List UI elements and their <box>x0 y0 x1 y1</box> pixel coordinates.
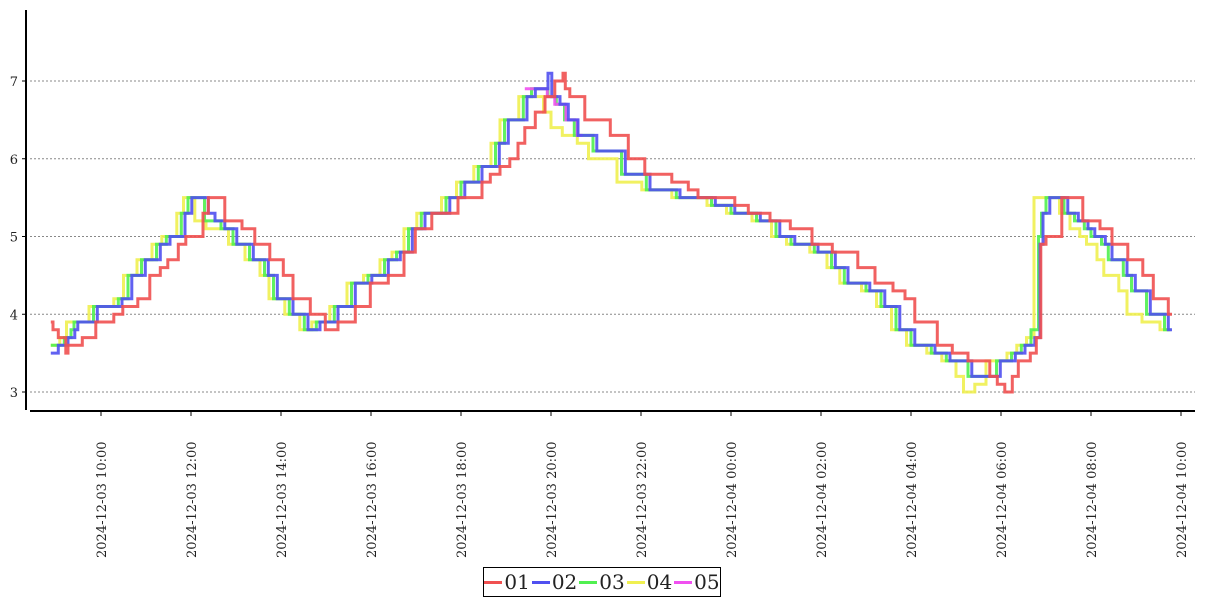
x-tick-label: 2024-12-03 14:00 <box>275 441 290 558</box>
x-axis-ticks: 2024-12-03 10:00 2024-12-03 12:00 2024-12-… <box>95 411 1190 558</box>
x-tick-label: 2024-12-03 20:00 <box>545 441 560 558</box>
x-tick-label: 2024-12-04 06:00 <box>995 441 1010 558</box>
y-tick-label: 7 <box>10 75 18 90</box>
x-tick-label: 2024-12-04 02:00 <box>815 441 830 558</box>
legend-swatch <box>531 580 550 584</box>
legend: 01 02 03 04 05 <box>483 567 721 597</box>
legend-swatch <box>484 580 503 584</box>
x-tick-label: 2024-12-03 16:00 <box>365 441 380 558</box>
x-tick-label: 2024-12-03 10:00 <box>95 441 110 558</box>
x-tick-label: 2024-12-03 18:00 <box>455 441 470 558</box>
x-tick-label: 2024-12-03 22:00 <box>635 441 650 558</box>
x-tick-label: 2024-12-04 00:00 <box>725 441 740 558</box>
legend-swatch <box>626 580 645 584</box>
y-tick-label: 6 <box>10 153 18 168</box>
x-tick-label: 2024-12-04 04:00 <box>905 441 920 558</box>
legend-label: 01 <box>504 570 530 594</box>
legend-label: 05 <box>694 570 720 594</box>
series-line-04 <box>50 95 1169 394</box>
legend-label: 04 <box>646 570 673 594</box>
legend-swatch <box>674 580 693 584</box>
series-lines <box>50 71 1172 394</box>
legend-item-05: 05 <box>674 570 720 594</box>
y-tick-label: 5 <box>10 231 18 246</box>
y-tick-label: 3 <box>10 386 18 401</box>
legend-item-02: 02 <box>531 570 578 594</box>
y-axis-ticks: 3 4 5 6 7 <box>10 75 26 401</box>
legend-label: 03 <box>599 570 625 594</box>
y-tick-label: 4 <box>10 308 18 323</box>
legend-item-01: 01 <box>484 570 530 594</box>
series-line-01 <box>50 71 1172 394</box>
x-tick-label: 2024-12-04 10:00 <box>1175 441 1190 558</box>
legend-swatch <box>579 580 598 584</box>
x-tick-label: 2024-12-03 12:00 <box>185 441 200 558</box>
legend-item-04: 04 <box>626 570 673 594</box>
x-tick-label: 2024-12-04 08:00 <box>1085 441 1100 558</box>
legend-item-03: 03 <box>579 570 625 594</box>
legend-label: 02 <box>551 570 578 594</box>
